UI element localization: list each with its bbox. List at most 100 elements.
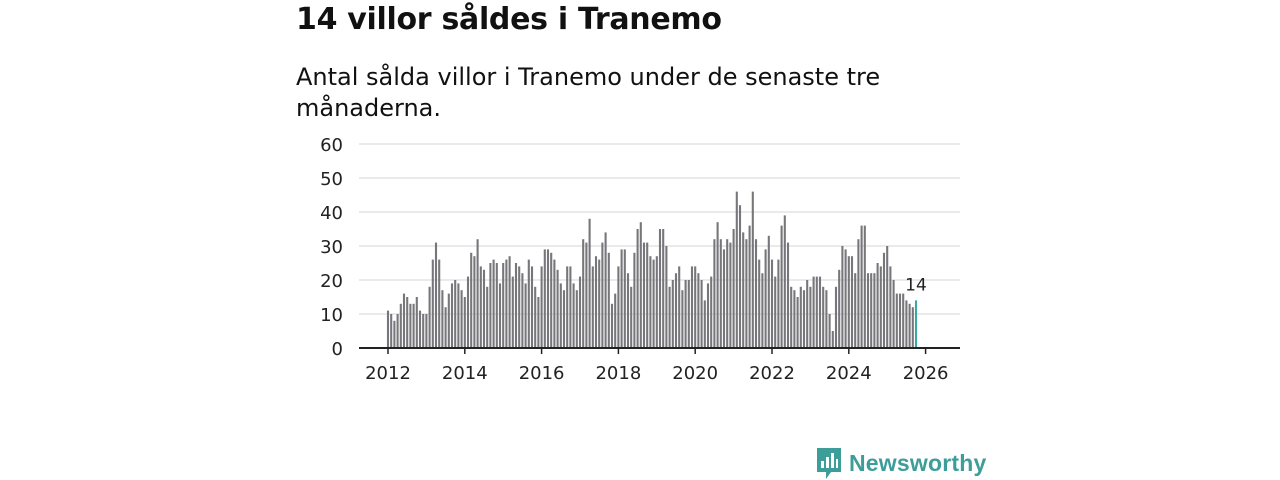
x-tick-label: 2026 [903,363,949,384]
bar [799,286,802,348]
bar [588,218,591,348]
bar [876,263,879,348]
bar [425,314,428,348]
bar [582,239,585,348]
bar [466,276,470,348]
x-tick-label: 2018 [595,363,641,384]
bar [863,225,866,348]
bar [828,314,831,348]
y-tick-label: 30 [320,237,343,258]
bar [844,249,847,348]
bar [393,320,396,348]
bar [646,242,649,348]
bar [626,273,630,348]
bar [671,280,674,348]
bar [534,286,537,348]
bar [559,283,562,348]
bar [479,266,482,348]
bar [809,286,812,348]
bar [892,280,895,348]
bar [476,239,479,348]
bar [505,259,508,348]
bar [482,269,486,348]
bar [898,293,902,348]
bar [662,229,665,348]
bar [825,290,828,348]
bar [860,225,863,348]
brand-logo[interactable]: Newsworthy [815,446,986,480]
bar [498,283,502,348]
bar [569,266,572,348]
bar [866,273,870,348]
brand-name: Newsworthy [849,449,987,476]
bar [617,266,620,348]
bar [585,242,588,348]
bar [783,215,786,348]
bar [802,290,806,348]
bar [681,290,684,348]
bar [905,300,908,348]
bar [473,256,476,348]
bar [553,259,556,348]
bar [690,266,694,348]
bar [412,303,415,348]
x-tick-label: 2012 [365,363,411,384]
bar [518,266,521,348]
bar [610,303,614,348]
bar [735,191,738,348]
bar [822,286,825,348]
bar [751,191,754,348]
bar [879,266,882,348]
bar [761,273,764,348]
bar [463,297,466,348]
bar [722,249,726,348]
bar [441,290,444,348]
bar [428,286,431,348]
bar [562,290,566,348]
bar [873,273,876,348]
bar [460,290,463,348]
newsworthy-logo-icon [817,448,841,479]
highlight-bar [914,300,918,348]
bar [850,256,854,348]
bar [434,242,438,348]
bar [537,297,540,348]
bar [514,263,518,348]
bar [767,235,770,348]
bar [786,242,790,348]
bar [713,239,716,348]
bar [684,280,687,348]
bar [415,297,418,348]
bar [572,283,575,348]
bar [902,293,905,348]
bar [642,242,646,348]
bar-chart: 0 10 20 30 40 50 60 14 2012 2014 2016 2018 2020 2022 2… [320,135,960,384]
x-tick-label: 2020 [672,363,718,384]
bar [607,252,610,348]
bar [889,266,892,348]
bar [546,249,550,348]
bar [406,297,409,348]
y-tick-label: 40 [320,203,343,224]
bar [674,273,678,348]
bar [716,222,719,348]
bar [543,249,546,348]
bar [530,266,534,348]
bar [687,280,690,348]
bar [502,263,505,348]
bar [754,239,758,348]
bar [527,259,530,348]
bar [745,239,748,348]
bar [770,259,774,348]
bar [694,266,697,348]
bar [450,283,454,348]
bar [652,259,655,348]
bar [409,303,412,348]
bar [591,266,594,348]
y-tick-label: 0 [332,339,343,360]
data-label: 14 [905,275,927,295]
bar [758,259,761,348]
bar [633,252,636,348]
bar [444,307,447,348]
x-tick-label: 2024 [826,363,872,384]
